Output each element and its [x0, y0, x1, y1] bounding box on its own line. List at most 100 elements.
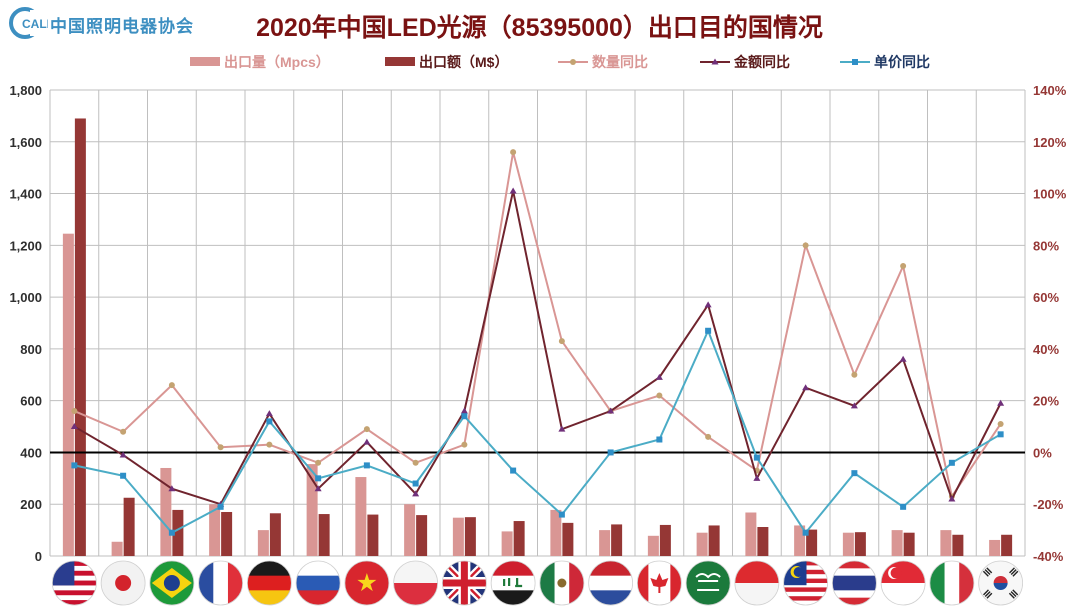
series-line-1 [73, 190, 1002, 506]
value-yoy-point [850, 402, 858, 409]
value-bar [757, 527, 769, 556]
value-bar [513, 521, 525, 556]
price-yoy-point [120, 472, 127, 479]
value-bar [1001, 534, 1013, 556]
value-yoy-point [802, 384, 810, 391]
value-yoy-point [948, 495, 956, 502]
quantity-yoy-point [851, 371, 858, 378]
quantity-yoy-point [71, 408, 78, 415]
quantity-yoy-point [120, 428, 127, 435]
y-left-tick-label: 1,800 [9, 83, 42, 98]
svg-text:CALI: CALI [22, 17, 48, 31]
value-bar [172, 509, 184, 556]
price-yoy-point [900, 503, 907, 510]
value-yoy-point [607, 407, 615, 414]
price-yoy-point [315, 475, 322, 482]
flag-vn-icon [344, 560, 390, 606]
quantity-yoy-point [900, 263, 907, 270]
y-right-tick-label: 120% [1033, 135, 1067, 150]
volume-bar [355, 477, 367, 556]
value-yoy-point [753, 474, 761, 481]
y-right-tick-label: -20% [1033, 497, 1064, 512]
value-bar [854, 532, 866, 556]
price-yoy-point [997, 431, 1004, 438]
volume-bar [306, 464, 318, 556]
value-bar [611, 524, 623, 556]
y-right-tick-label: 80% [1033, 238, 1059, 253]
price-yoy-point [217, 503, 224, 510]
grid [49, 89, 1026, 557]
volume-bar [696, 532, 708, 556]
flag-pl-icon [393, 560, 439, 606]
tick-labels: 0 200 400 600 800 1,000 1,200 1,400 1,600 1,800 -4… [9, 83, 1066, 564]
flag-ru-icon [295, 560, 341, 606]
flag-fr-icon [198, 560, 244, 606]
value-bar [659, 524, 671, 556]
value-bar [221, 511, 233, 556]
value-bar [708, 525, 720, 556]
volume-bar [452, 517, 464, 556]
volume-bar [647, 535, 659, 556]
legend-label: 出口额（M$） [419, 54, 508, 70]
y-left-tick-label: 800 [20, 342, 42, 357]
value-bar [562, 522, 574, 556]
quantity-yoy-point [315, 459, 322, 466]
price-yoy-point [851, 470, 858, 477]
volume-bar [550, 509, 562, 556]
value-bar [123, 497, 135, 556]
price-yoy-point [510, 467, 517, 474]
price-yoy-point [607, 449, 614, 456]
quantity-yoy-point [266, 441, 273, 448]
flag-it-icon [929, 560, 975, 606]
flag-br-icon [149, 560, 195, 606]
value-yoy-point [509, 187, 517, 194]
legend: 出口量（Mpcs） 出口额（M$） 数量同比 金额同比 单价同比 [190, 54, 930, 70]
quantity-yoy-point [363, 426, 370, 433]
value-bar [464, 517, 476, 556]
volume-bar [794, 525, 806, 556]
volume-bar [160, 467, 172, 556]
series-line-2 [74, 328, 1002, 535]
chart-title: 2020年中国LED光源（85395000）出口目的国情况 [256, 14, 823, 42]
volume-bar [599, 530, 611, 556]
legend-marker [852, 59, 858, 65]
quantity-yoy-point [558, 338, 565, 345]
volume-bar [209, 504, 221, 556]
value-yoy-point [899, 355, 907, 362]
value-yoy-point [265, 410, 273, 417]
value-yoy-point [655, 373, 663, 380]
quantity-yoy-point [412, 459, 419, 466]
flag-mx-icon [539, 560, 585, 606]
series-line-0 [73, 151, 1002, 499]
legend-label: 出口量（Mpcs） [224, 54, 330, 70]
bars [62, 118, 1013, 556]
volume-bar [891, 530, 903, 556]
value-yoy-point [704, 301, 712, 308]
flag-row [51, 560, 1024, 606]
price-yoy-point [753, 454, 760, 461]
value-bar [74, 118, 86, 556]
price-yoy-point [656, 436, 663, 443]
value-bar [416, 515, 428, 556]
volume-bar [940, 530, 952, 556]
volume-bar [501, 531, 513, 556]
y-right-tick-label: 0% [1033, 445, 1052, 460]
price-yoy-point [461, 413, 468, 420]
flag-sg-icon [880, 560, 926, 606]
price-yoy-point [266, 418, 273, 425]
lines [70, 149, 1005, 536]
price-yoy-point [412, 480, 419, 487]
value-yoy-point [460, 407, 468, 414]
flag-kr-icon [978, 560, 1024, 606]
value-yoy-point [168, 485, 176, 492]
y-right-tick-label: 40% [1033, 342, 1059, 357]
legend-marker [711, 58, 719, 65]
flag-sa-icon [685, 560, 731, 606]
y-right-tick-label: 140% [1033, 83, 1067, 98]
value-bar [903, 532, 915, 556]
y-left-tick-label: 400 [20, 445, 42, 460]
value-yoy-point [997, 399, 1005, 406]
volume-bar [62, 233, 74, 556]
value-yoy-point [314, 485, 322, 492]
